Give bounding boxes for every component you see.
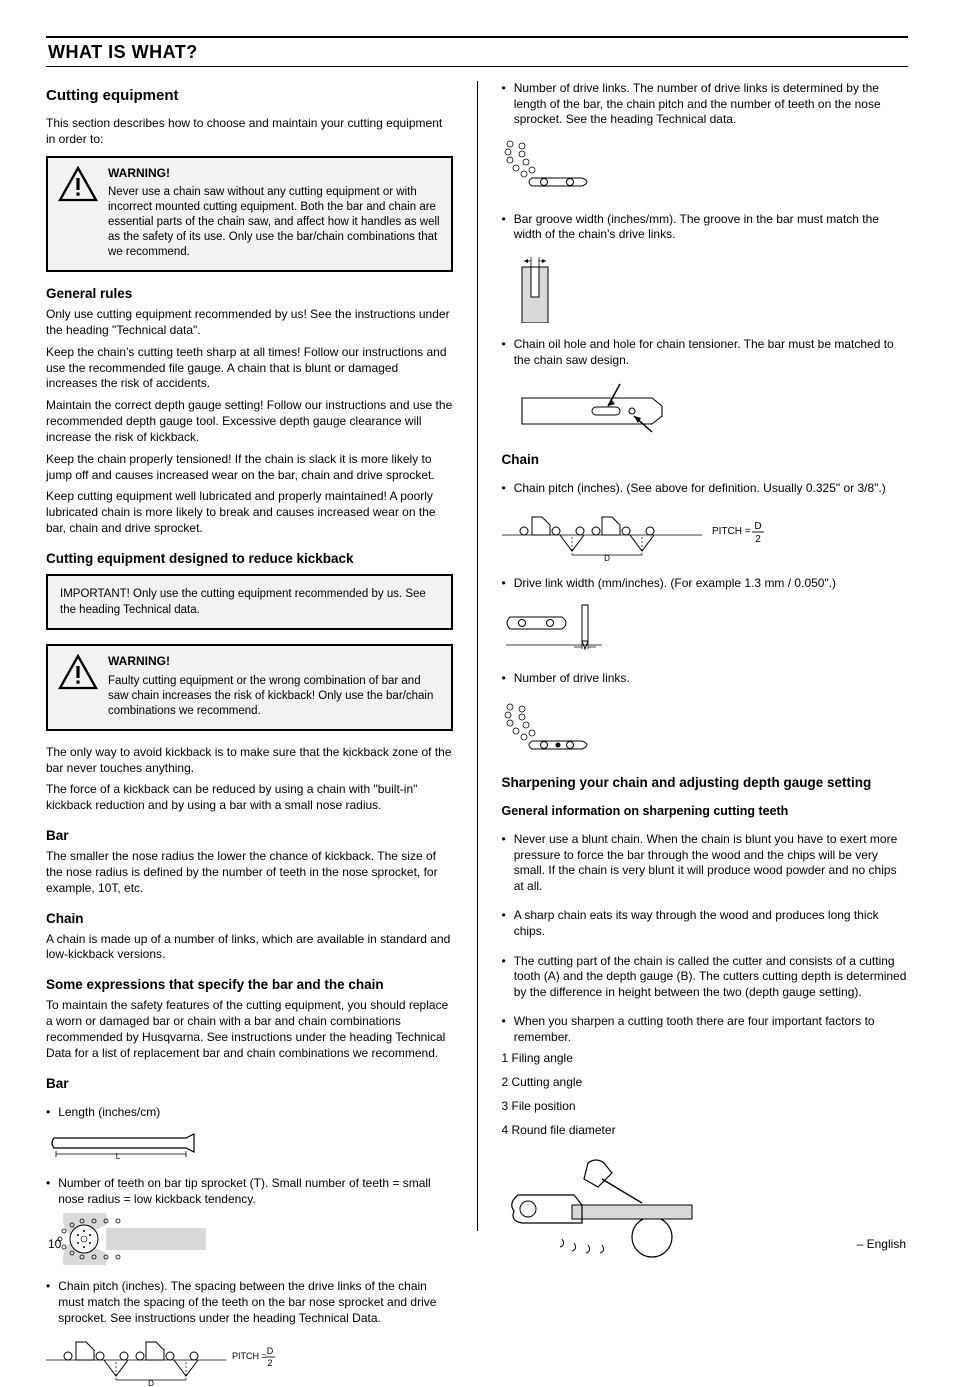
warning-text-2: Faulty cutting equipment or the wrong co…	[108, 674, 441, 719]
figure-bar-groove	[502, 253, 909, 323]
right-chain-item-1: • Chain pitch (inches). (See above for d…	[502, 481, 909, 497]
general-rule-0: Only use cutting equipment recommended b…	[46, 307, 453, 339]
svg-text:D: D	[267, 1346, 274, 1356]
right-item-2: • Bar groove width (inches/mm). The groo…	[502, 212, 909, 243]
cutting-equipment-heading: Cutting equipment	[46, 87, 453, 104]
figure-chain-pitch-right: D PITCH = D 2	[502, 507, 909, 562]
sharpen-heading: Sharpening your chain and adjusting dept…	[502, 775, 909, 790]
right-chain-item-2: • Drive link width (mm/inches). (For exa…	[502, 576, 909, 592]
kickback-para-2: The force of a kickback can be reduced b…	[46, 782, 453, 814]
warning-text-1: Never use a chain saw without any cuttin…	[108, 185, 441, 260]
right-item-3: • Chain oil hole and hole for chain tens…	[502, 337, 909, 368]
figure-chain-pitch-left: D PITCH = D 2	[46, 1332, 453, 1387]
specs-intro: To maintain the safety features of the c…	[46, 998, 453, 1061]
specs-heading: Some expressions that specify the bar an…	[46, 977, 453, 992]
warning-label-1: WARNING!	[108, 166, 441, 182]
svg-text:2: 2	[267, 1358, 272, 1368]
important-text: IMPORTANT! Only use the cutting equipmen…	[60, 586, 439, 618]
sharpen-bullet-3: • When you sharpen a cutting tooth there…	[502, 1014, 909, 1045]
important-box: IMPORTANT! Only use the cutting equipmen…	[46, 574, 453, 630]
factor-3: 3 File position	[502, 1099, 909, 1115]
general-rule-1: Keep the chain's cutting teeth sharp at …	[46, 345, 453, 392]
header-title: WHAT IS WHAT?	[48, 42, 198, 63]
svg-text:PITCH =: PITCH =	[232, 1351, 267, 1361]
general-rule-3: Keep the chain properly tensioned! If th…	[46, 452, 453, 484]
sharpen-bullet-1: • A sharp chain eats its way through the…	[502, 908, 909, 939]
warning-label-2: WARNING!	[108, 654, 441, 670]
chain-text: A chain is made up of a number of links,…	[46, 932, 453, 964]
sharpen-general-heading: General information on sharpening cuttin…	[502, 804, 909, 818]
kickback-heading: Cutting equipment designed to reduce kic…	[46, 551, 453, 566]
general-rule-4: Keep cutting equipment well lubricated a…	[46, 489, 453, 536]
sharpen-bullet-2: • The cutting part of the chain is calle…	[502, 954, 909, 1001]
sharpen-bullet-0: • Never use a blunt chain. When the chai…	[502, 832, 909, 894]
figure-drive-links-2	[502, 697, 909, 761]
bar-text: The smaller the nose radius the lower th…	[46, 849, 453, 896]
general-rule-2: Maintain the correct depth gauge setting…	[46, 398, 453, 445]
factor-4: 4 Round file diameter	[502, 1123, 909, 1139]
figure-bar-sprocket	[46, 1213, 453, 1265]
right-item-1: • Number of drive links. The number of d…	[502, 81, 909, 128]
svg-text:D: D	[754, 521, 761, 532]
figure-drive-link-width	[502, 601, 909, 657]
warning-icon	[58, 654, 98, 719]
figure-bar-length: L	[46, 1126, 453, 1162]
right-chain-item-3: • Number of drive links.	[502, 671, 909, 687]
right-chain-heading: Chain	[502, 452, 909, 467]
bar-spec-3: • Chain pitch (inches). The spacing betw…	[46, 1279, 453, 1326]
svg-text:D: D	[604, 554, 610, 562]
factor-1: 1 Filing angle	[502, 1051, 909, 1067]
page-header: WHAT IS WHAT?	[46, 38, 908, 66]
chain-subheading: Chain	[46, 911, 453, 926]
warning-box-2: WARNING! Faulty cutting equipment or the…	[46, 644, 453, 731]
svg-text:PITCH =: PITCH =	[712, 526, 751, 537]
factor-2: 2 Cutting angle	[502, 1075, 909, 1091]
bar-subheading: Bar	[46, 828, 453, 843]
figure-drive-links	[502, 138, 909, 198]
intro-text: This section describes how to choose and…	[46, 116, 453, 148]
svg-text:L: L	[116, 1152, 121, 1161]
kickback-para-1: The only way to avoid kickback is to mak…	[46, 745, 453, 777]
svg-text:D: D	[148, 1379, 154, 1387]
bar-spec-1: • Length (inches/cm)	[46, 1105, 453, 1121]
figure-filing	[502, 1149, 909, 1259]
warning-box-1: WARNING! Never use a chain saw without a…	[46, 156, 453, 273]
svg-text:2: 2	[755, 534, 761, 545]
warning-icon	[58, 166, 98, 261]
general-rules-heading: General rules	[46, 286, 453, 301]
bar-spec-heading: Bar	[46, 1076, 453, 1091]
figure-oil-hole	[502, 378, 909, 438]
bar-spec-2: • Number of teeth on bar tip sprocket (T…	[46, 1176, 453, 1207]
